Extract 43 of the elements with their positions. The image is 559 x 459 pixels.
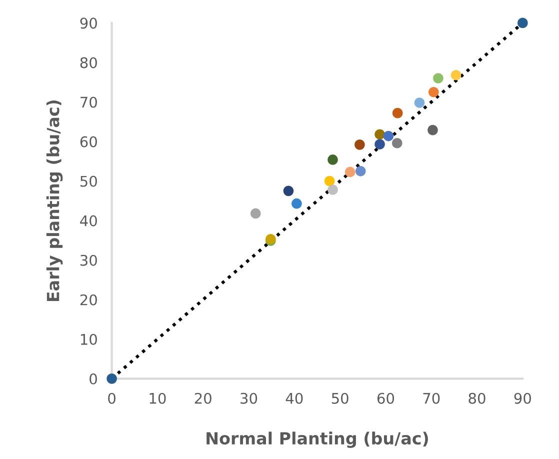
x-axis-title: Normal Planting (bu/ac) <box>206 432 428 448</box>
x-tick-label: 10 <box>150 392 166 404</box>
point <box>344 166 356 178</box>
x-tick-label: 50 <box>332 392 348 404</box>
y-tick-label: 30 <box>80 254 97 266</box>
point <box>518 18 528 28</box>
point <box>324 176 335 186</box>
x-tick-label: 80 <box>468 392 486 404</box>
point <box>106 374 117 384</box>
y-axis-title: Early planting (bu/ac) <box>46 100 63 302</box>
x-tick-label: 40 <box>286 392 303 404</box>
x-tick-label: 20 <box>194 392 212 404</box>
point <box>328 184 338 195</box>
x-tick-label: 70 <box>423 392 440 404</box>
y-tick-label: 70 <box>80 96 97 108</box>
point <box>355 166 366 176</box>
y-tick-label: 20 <box>80 294 97 306</box>
point <box>374 129 385 140</box>
point <box>392 138 402 148</box>
point <box>292 198 302 209</box>
point <box>250 208 261 219</box>
point <box>392 108 403 118</box>
point <box>414 98 425 108</box>
y-tick-label: 90 <box>80 18 97 29</box>
y-tick-label: 60 <box>80 136 97 148</box>
y-tick-label: 40 <box>80 215 97 226</box>
y-tick-label: 50 <box>80 176 97 187</box>
y-tick-label: 10 <box>80 334 97 345</box>
point <box>354 140 365 150</box>
point <box>328 154 338 165</box>
x-tick-label: 30 <box>240 392 258 404</box>
point <box>374 139 385 150</box>
point <box>450 70 462 80</box>
point <box>428 124 438 136</box>
x-tick-label: 90 <box>514 392 531 404</box>
x-tick-label: 60 <box>377 392 394 404</box>
point <box>428 86 439 98</box>
x-tick-label: 0 <box>108 392 116 404</box>
point <box>383 130 394 142</box>
y-tick-label: 0 <box>90 373 97 384</box>
y-tick-label: 80 <box>80 57 97 68</box>
point <box>433 73 444 84</box>
point <box>283 186 294 196</box>
